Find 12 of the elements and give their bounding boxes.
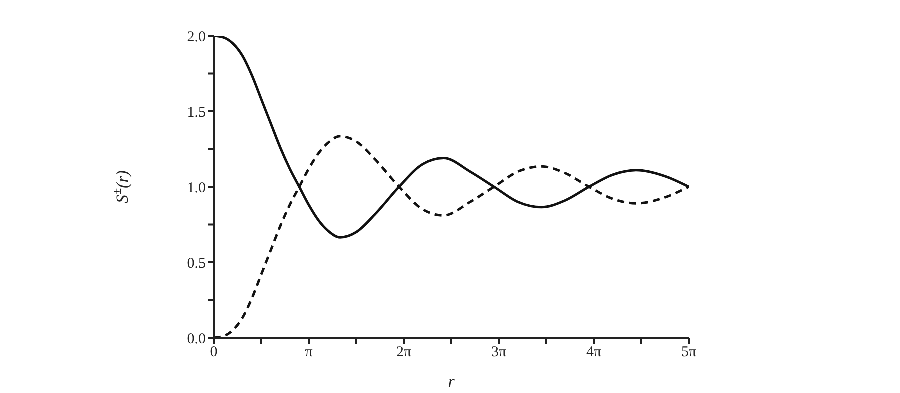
y-tick-label: 0.0: [187, 331, 206, 348]
y-tick-label: 1.5: [187, 104, 206, 121]
y-tick-label: 0.5: [187, 256, 206, 272]
x-axis-title: r: [448, 372, 456, 391]
x-tick-label: 5π: [681, 344, 697, 361]
x-tick-label: 2π: [396, 344, 412, 361]
y-tick-label: 2.0: [187, 29, 206, 46]
x-tick-label: 0: [210, 344, 218, 361]
x-tick-label: 3π: [491, 344, 507, 361]
x-tick-label: 4π: [586, 344, 602, 361]
y-tick-label: 1.0: [187, 180, 206, 196]
x-tick-label: π: [305, 344, 314, 361]
